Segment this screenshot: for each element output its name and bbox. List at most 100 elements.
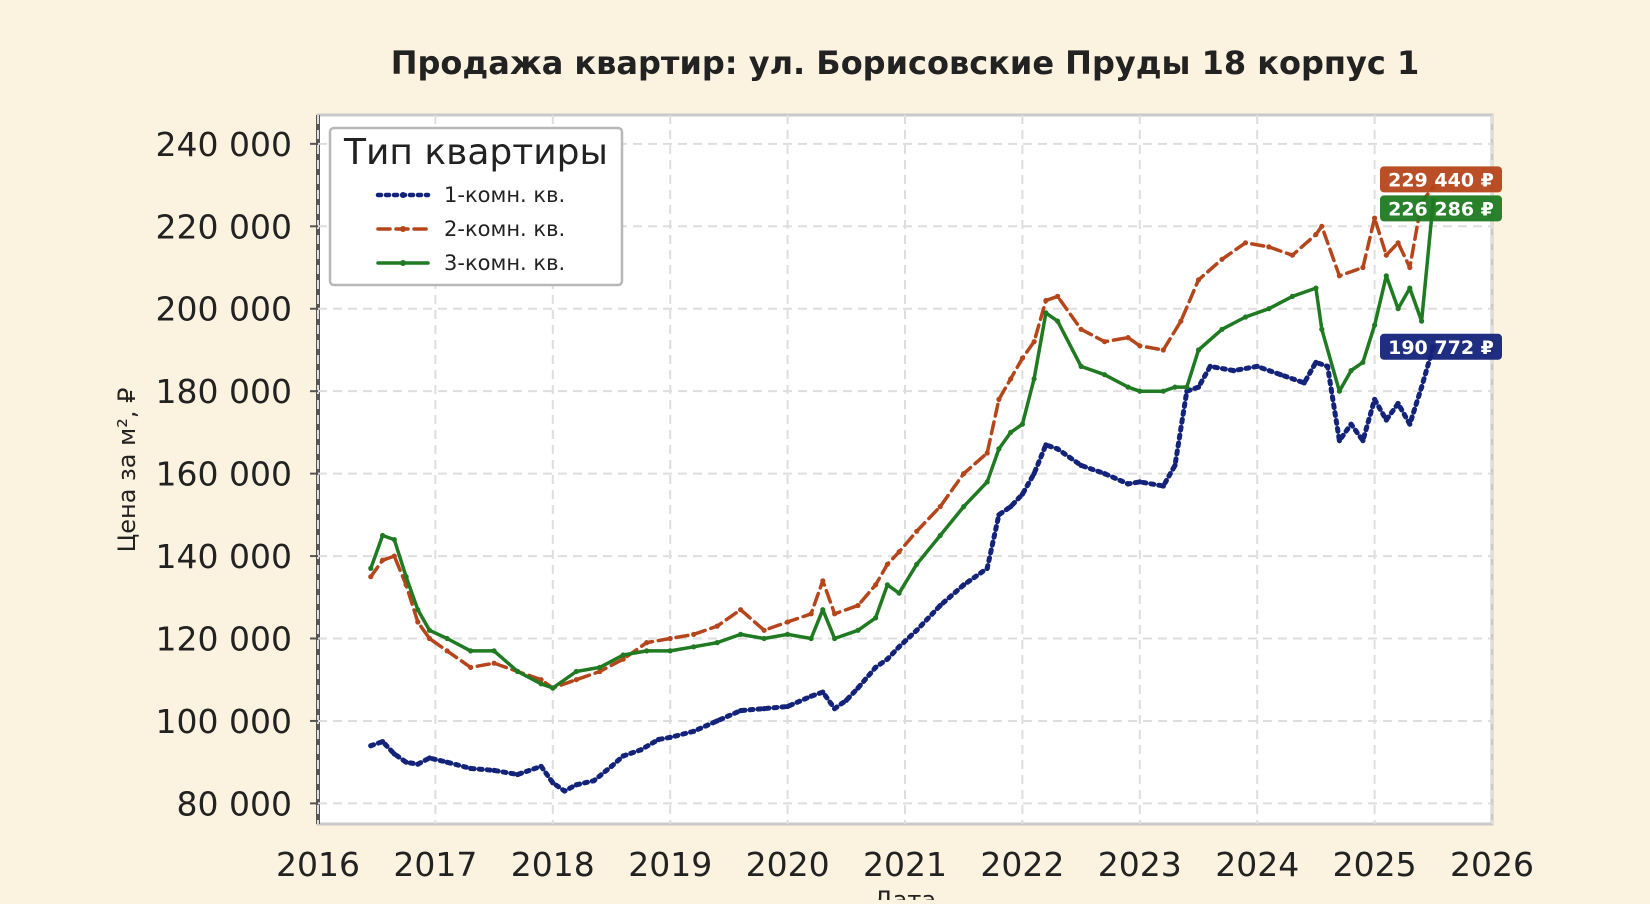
data-point xyxy=(491,767,497,774)
data-point xyxy=(573,677,579,683)
data-point xyxy=(538,763,544,769)
data-point xyxy=(808,693,814,699)
data-point xyxy=(491,660,497,666)
data-point xyxy=(468,648,474,654)
data-point xyxy=(1137,343,1143,349)
data-point xyxy=(1219,326,1225,332)
data-point xyxy=(1419,318,1425,324)
data-point xyxy=(573,668,579,675)
data-point xyxy=(1102,372,1108,378)
data-point xyxy=(855,627,861,633)
data-point xyxy=(1125,481,1131,487)
data-point xyxy=(1360,264,1366,271)
end-label-text: 190 772 ₽ xyxy=(1388,337,1494,359)
data-point xyxy=(1319,326,1325,332)
data-point xyxy=(1219,256,1225,262)
data-point xyxy=(1019,355,1025,361)
end-label-text: 226 286 ₽ xyxy=(1388,198,1494,220)
data-point xyxy=(984,450,990,456)
data-point xyxy=(597,668,603,675)
data-point xyxy=(1125,335,1131,341)
data-point xyxy=(1395,240,1401,246)
data-point xyxy=(896,549,902,555)
data-point xyxy=(368,743,374,749)
data-point xyxy=(1019,491,1025,497)
data-point xyxy=(415,619,421,625)
data-point xyxy=(937,504,943,510)
data-point xyxy=(1313,231,1319,238)
data-point xyxy=(1172,384,1178,390)
data-point xyxy=(620,656,626,662)
data-point xyxy=(380,532,386,539)
data-point xyxy=(1289,293,1295,299)
data-point xyxy=(1031,471,1037,477)
data-point xyxy=(1348,421,1354,427)
data-point xyxy=(1266,244,1272,250)
data-point xyxy=(391,553,397,559)
data-point xyxy=(1301,380,1307,386)
data-point xyxy=(1289,252,1295,258)
data-point xyxy=(884,561,891,567)
x-tick-label: 2021 xyxy=(863,845,947,884)
data-point xyxy=(1254,363,1260,369)
x-tick-label: 2022 xyxy=(980,845,1064,884)
data-point xyxy=(444,759,450,765)
data-point xyxy=(937,602,943,609)
data-point xyxy=(820,689,826,695)
data-point xyxy=(691,728,697,734)
data-point xyxy=(667,734,673,741)
data-point xyxy=(1008,429,1014,435)
data-point xyxy=(1313,359,1319,365)
data-point xyxy=(1195,277,1202,283)
data-point xyxy=(415,761,421,767)
x-tick-label: 2020 xyxy=(746,845,830,884)
data-point xyxy=(1078,363,1084,369)
data-point xyxy=(961,504,967,510)
data-point xyxy=(1336,273,1342,279)
data-point xyxy=(1160,347,1166,353)
data-point xyxy=(468,664,474,671)
data-point xyxy=(996,396,1002,402)
data-point xyxy=(597,664,603,671)
data-point xyxy=(1008,504,1014,510)
data-point xyxy=(914,528,920,534)
data-point xyxy=(644,640,650,646)
data-point xyxy=(961,582,967,588)
series-lines xyxy=(368,184,1436,794)
data-point xyxy=(714,640,720,646)
data-point xyxy=(832,635,838,642)
data-point xyxy=(855,602,861,609)
data-point xyxy=(761,706,767,712)
data-point xyxy=(785,703,791,710)
data-point xyxy=(561,788,568,794)
data-point xyxy=(638,747,644,753)
data-point xyxy=(855,685,861,691)
data-point xyxy=(1231,368,1237,374)
legend-label: 3-комн. кв. xyxy=(444,251,565,275)
chart-title: Продажа квартир: ул. Борисовские Пруды 1… xyxy=(391,44,1420,82)
data-point xyxy=(1395,400,1401,407)
legend-marker xyxy=(400,226,406,232)
data-point xyxy=(550,685,556,691)
data-point xyxy=(608,763,615,769)
data-point xyxy=(691,631,697,638)
data-point xyxy=(468,765,474,772)
data-point xyxy=(1043,297,1049,304)
data-point xyxy=(1160,388,1166,394)
data-point xyxy=(1055,318,1061,324)
data-point xyxy=(515,771,521,778)
data-point xyxy=(1019,421,1025,427)
data-point xyxy=(1313,285,1319,291)
data-point xyxy=(843,697,849,703)
data-point xyxy=(426,627,433,633)
data-point xyxy=(961,471,967,477)
data-point xyxy=(1348,368,1354,374)
data-point xyxy=(515,668,521,675)
data-point xyxy=(1031,339,1037,345)
data-point xyxy=(1360,438,1366,444)
data-point xyxy=(1383,273,1389,279)
data-point xyxy=(1195,347,1202,353)
data-point xyxy=(620,753,626,759)
data-point xyxy=(914,561,920,567)
